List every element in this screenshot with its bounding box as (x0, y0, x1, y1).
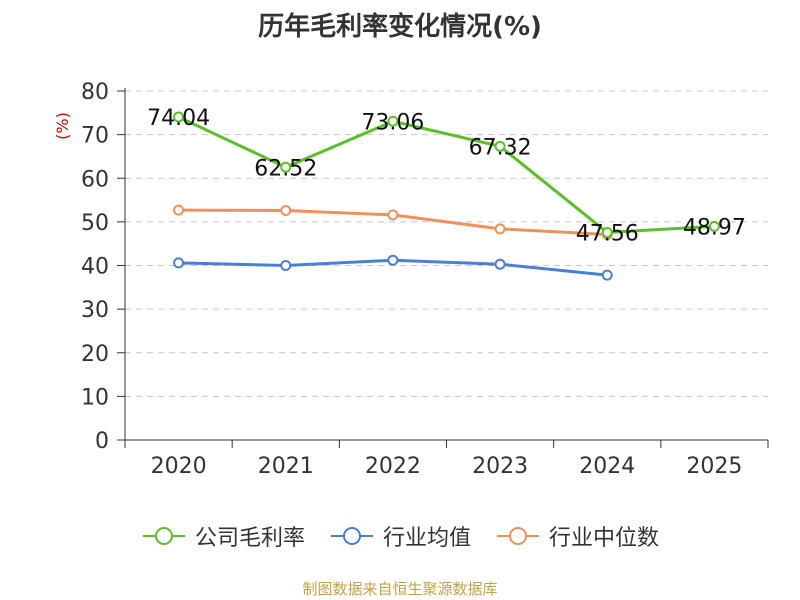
data-label: 62.52 (254, 156, 317, 181)
data-point (494, 223, 506, 235)
legend-item-company[interactable]: 公司毛利率 (141, 520, 305, 552)
y-tick-label: 70 (81, 124, 109, 149)
y-tick-label: 40 (81, 255, 109, 280)
chart-title: 历年毛利率变化情况(%) (258, 12, 542, 42)
y-tick-label: 0 (95, 429, 109, 454)
data-point (280, 260, 292, 271)
y-tick-label: 30 (81, 298, 109, 323)
source-note: 制图数据来自恒生聚源数据库 (302, 580, 498, 598)
y-axis-label: (%) (53, 112, 72, 140)
legend-marker-icon (497, 527, 539, 545)
data-point (173, 111, 185, 123)
y-tick-label: 20 (81, 342, 109, 367)
data-label: 67.32 (469, 135, 532, 160)
data-point (387, 209, 399, 221)
data-point (387, 254, 399, 266)
data-label: 74.04 (147, 106, 210, 131)
y-tick-label: 50 (81, 211, 109, 236)
x-tick-label: 2024 (579, 454, 635, 479)
y-tick-label: 80 (81, 80, 109, 105)
legend-marker-icon (142, 527, 185, 545)
legend-label: 行业中位数 (549, 526, 660, 551)
x-tick-label: 2020 (151, 454, 207, 479)
data-label: 47.56 (576, 222, 639, 247)
data-point (387, 115, 399, 127)
data-point (173, 257, 185, 269)
data-label: 73.06 (361, 110, 424, 135)
legend-item-industry-mean[interactable]: 行业均值 (329, 520, 471, 552)
legend-item-industry-median[interactable]: 行业中位数 (495, 520, 659, 552)
data-point (601, 227, 613, 239)
x-tick-label: 2023 (472, 454, 528, 479)
data-point (494, 140, 506, 152)
series-line (177, 115, 715, 235)
x-tick-label: 2021 (258, 454, 314, 479)
data-point (280, 161, 292, 173)
x-tick-label: 2025 (686, 454, 742, 479)
y-tick-label: 10 (81, 385, 109, 410)
chart-legend: 公司毛利率 行业均值 行业中位数 (0, 520, 800, 552)
legend-marker-icon (330, 527, 373, 545)
data-point (708, 220, 720, 232)
data-label: 48.97 (683, 215, 746, 240)
data-point (494, 258, 506, 270)
data-point (601, 269, 613, 281)
legend-label: 公司毛利率 (194, 526, 305, 551)
data-point (173, 204, 185, 216)
data-point (280, 205, 292, 217)
y-tick-label: 60 (81, 167, 109, 192)
x-tick-label: 2022 (365, 454, 421, 479)
legend-label: 行业均值 (382, 526, 471, 551)
